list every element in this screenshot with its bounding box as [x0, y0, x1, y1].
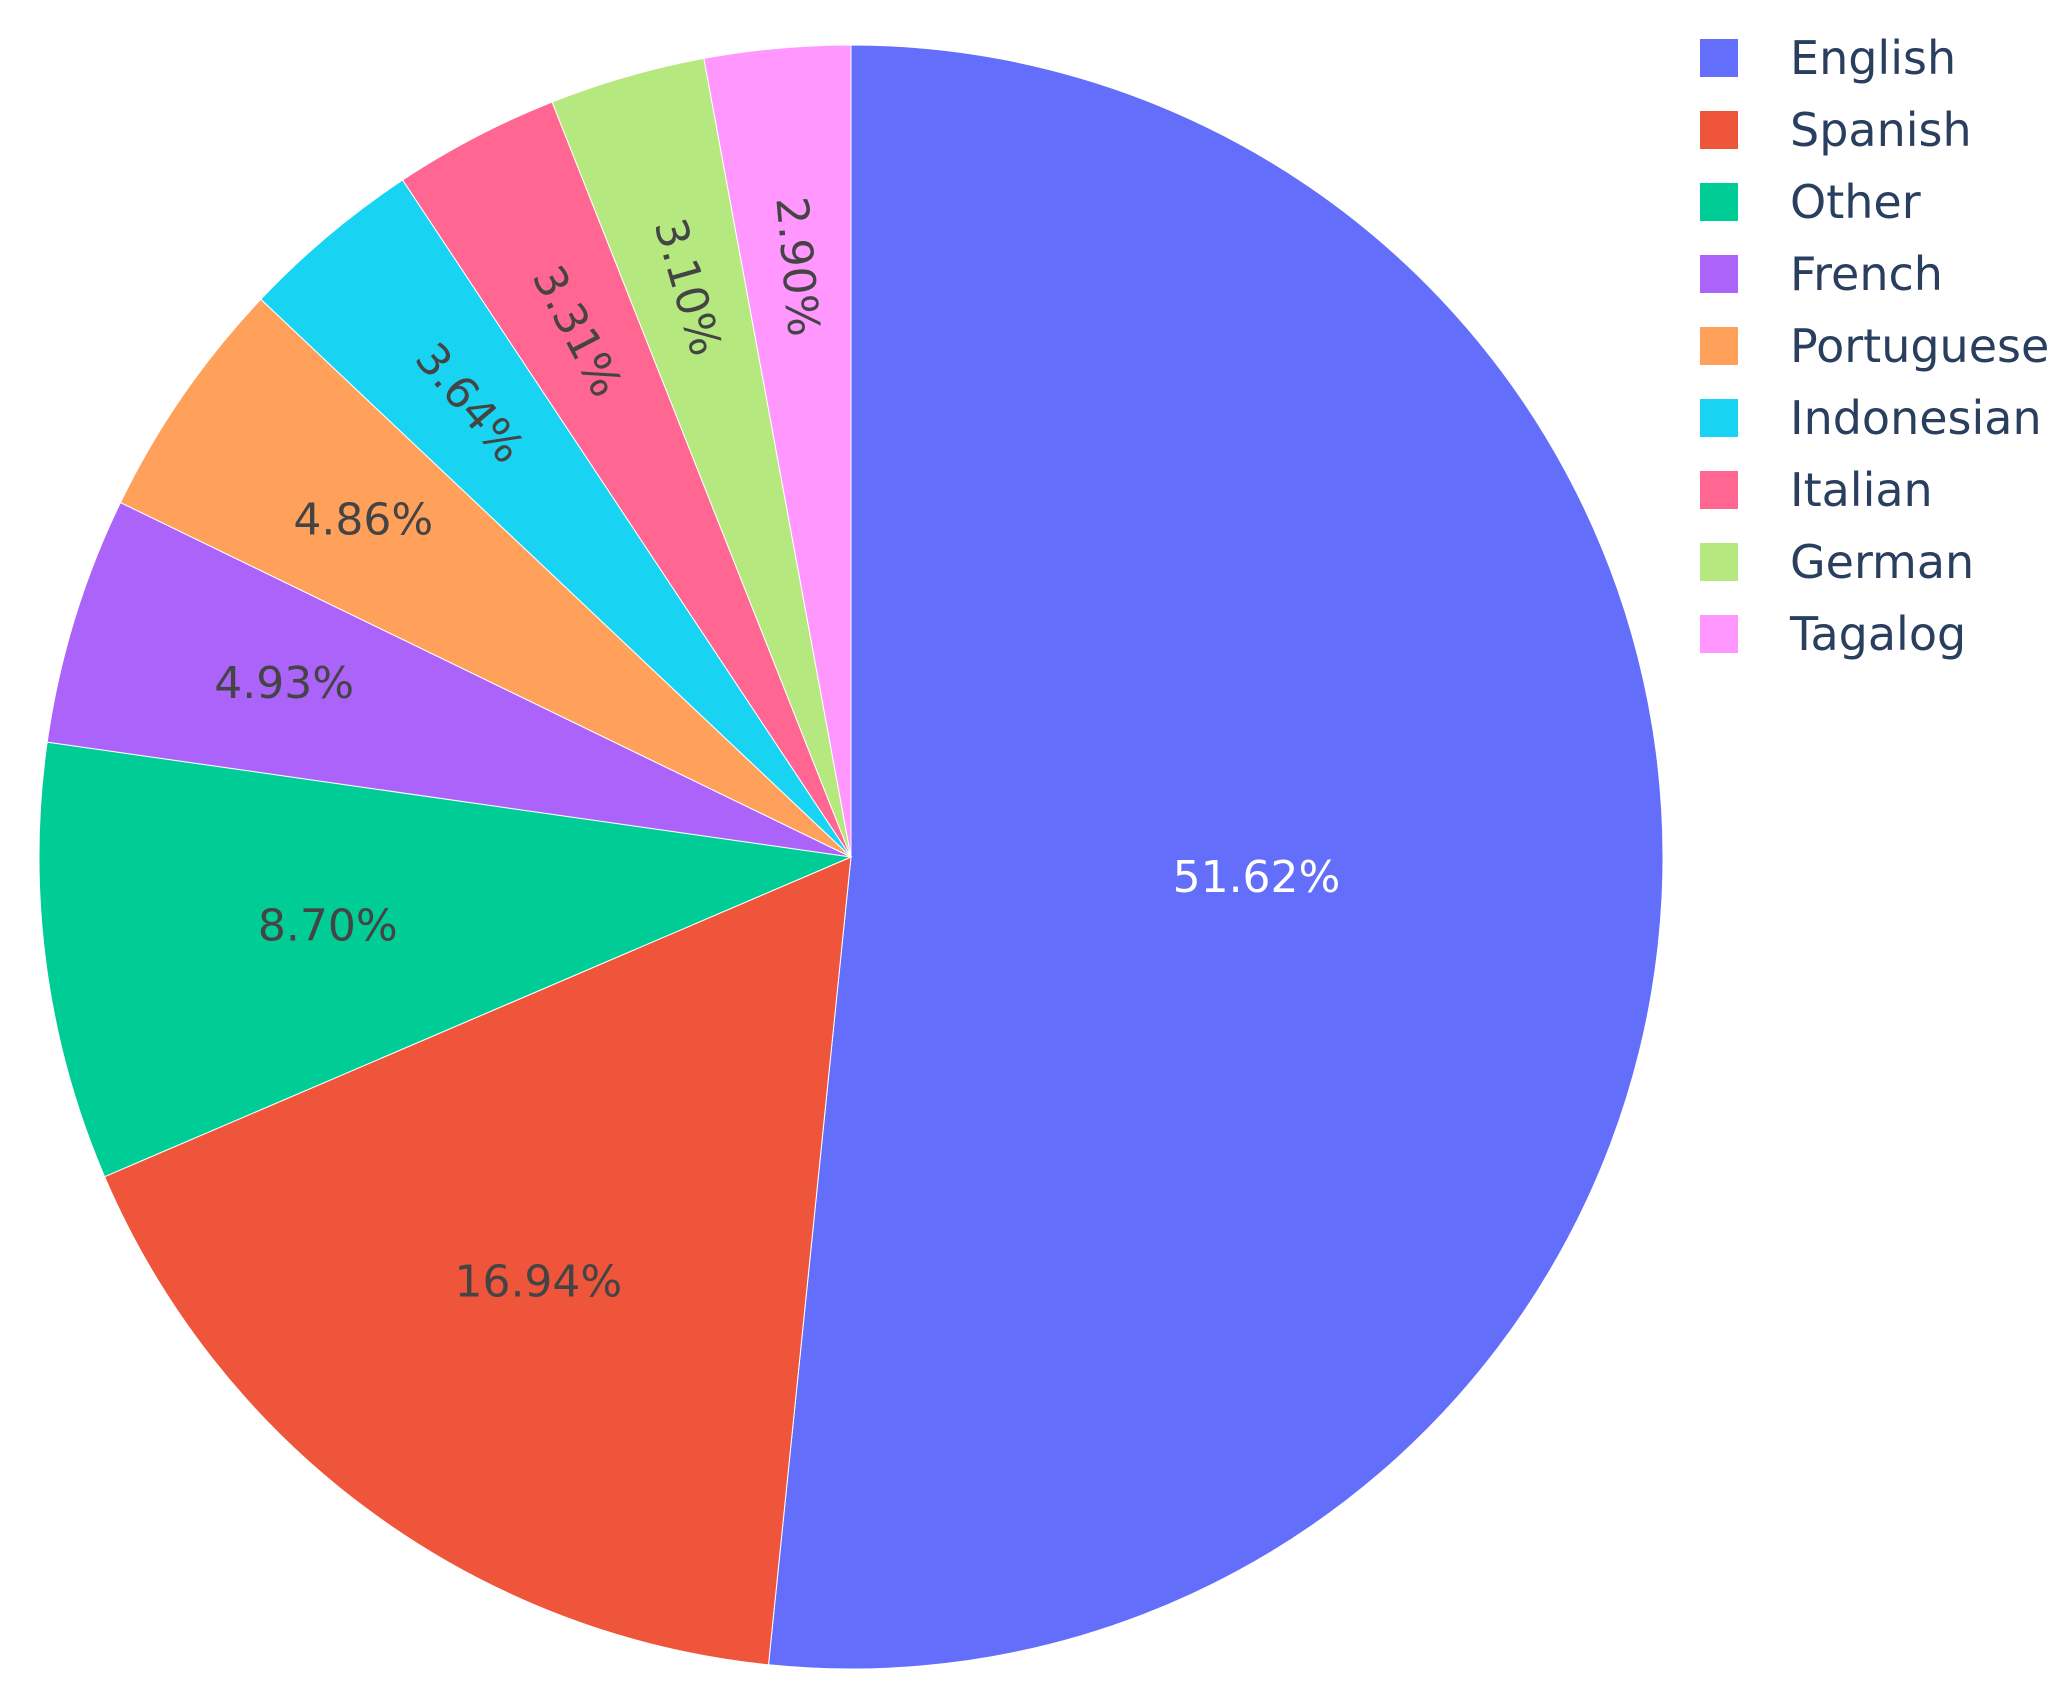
legend-label-german: German	[1790, 535, 1974, 589]
legend-label-french: French	[1790, 247, 1943, 301]
pie-slice-spanish	[103, 856, 852, 1666]
legend-label-english: English	[1790, 31, 1956, 85]
legend-swatch-german	[1700, 543, 1738, 581]
legend-item-english[interactable]: English	[1700, 31, 1956, 85]
pie-slice-labels: 51.62%16.94%8.70%4.93%4.86%3.64%3.31% 3.1…	[214, 195, 1340, 1308]
legend-item-tagalog[interactable]: Tagalog	[1700, 607, 1966, 661]
legend-item-spanish[interactable]: Spanish	[1700, 103, 1972, 157]
legend-swatch-portuguese	[1700, 327, 1738, 365]
legend-label-italian: Italian	[1790, 463, 1933, 517]
pie-slice-tagalog	[703, 44, 852, 858]
legend-swatch-indonesian	[1700, 399, 1738, 437]
legend-item-other[interactable]: Other	[1700, 175, 1921, 229]
legend-item-portuguese[interactable]: Portuguese	[1700, 319, 2049, 373]
legend-swatch-french	[1700, 255, 1738, 293]
legend-swatch-english	[1700, 39, 1738, 77]
slice-label-spanish: 16.94%	[454, 1257, 622, 1308]
legend-label-other: Other	[1790, 175, 1921, 229]
legend-item-italian[interactable]: Italian	[1700, 463, 1933, 517]
slice-label-other: 8.70%	[258, 901, 398, 952]
legend: English Spanish Other French Portuguese Indon…	[1700, 31, 2049, 661]
pie-slice-english	[767, 44, 1664, 1670]
legend-swatch-italian	[1700, 471, 1738, 509]
slice-label-english: 51.62%	[1173, 852, 1341, 903]
pie-slice-other	[38, 741, 853, 1178]
slice-label-portuguese: 4.86%	[293, 495, 433, 546]
legend-label-tagalog: Tagalog	[1789, 607, 1966, 661]
legend-swatch-spanish	[1700, 111, 1738, 149]
pie-slice-portuguese	[119, 298, 852, 858]
legend-label-indonesian: Indonesian	[1790, 391, 2042, 445]
legend-label-portuguese: Portuguese	[1790, 319, 2049, 373]
legend-item-indonesian[interactable]: Indonesian	[1700, 391, 2042, 445]
slice-label-tagalog: 2.90%	[765, 195, 829, 339]
legend-item-french[interactable]: French	[1700, 247, 1943, 301]
legend-label-spanish: Spanish	[1790, 103, 1972, 157]
legend-swatch-other	[1700, 183, 1738, 221]
slice-label-french: 4.93%	[214, 658, 354, 709]
legend-item-german[interactable]: German	[1700, 535, 1974, 589]
legend-swatch-tagalog	[1700, 615, 1738, 653]
pie-slice-french	[46, 501, 852, 858]
pie-slices	[38, 44, 1664, 1670]
